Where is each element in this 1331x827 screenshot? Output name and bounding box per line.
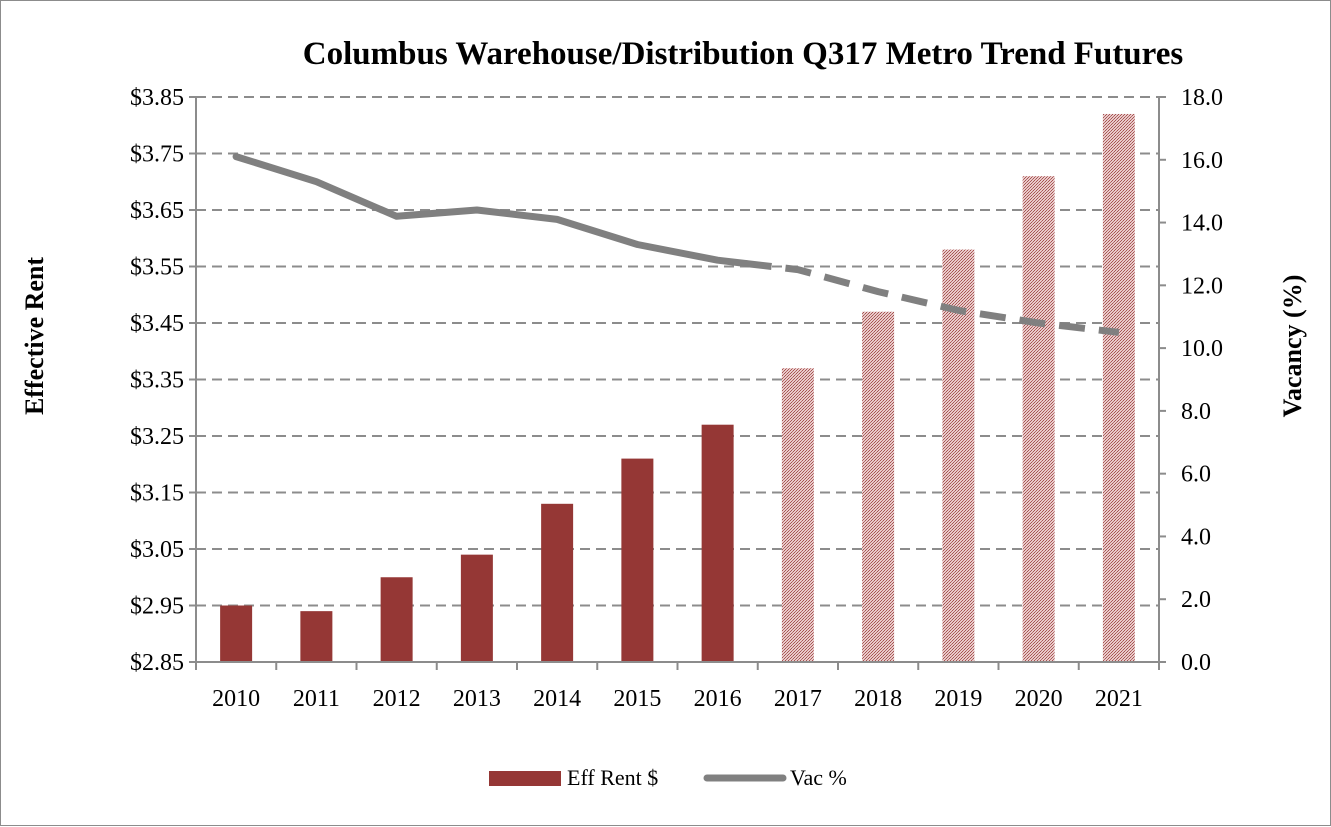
right-axis-tick-label: 12.0 <box>1181 273 1223 299</box>
x-axis-tick-labels: 2010 2011 2012 2013 2014 2015 2016 2017 2018 2019… <box>212 686 1143 712</box>
right-axis-tick-label: 8.0 <box>1181 399 1211 425</box>
legend-label-vac: Vac % <box>790 765 847 790</box>
right-axis-tick-label: 14.0 <box>1181 211 1223 237</box>
left-axis-tick-label: $2.95 <box>130 594 184 620</box>
right-axis-tick-label: 16.0 <box>1181 148 1223 174</box>
left-axis-tick-label: $3.55 <box>130 255 184 281</box>
right-axis-tick-label: 18.0 <box>1181 85 1223 111</box>
left-axis-tick-labels: $2.85 $2.95 $3.05 $3.15 $3.25 $3.35 $3.45 $3.55… <box>130 85 184 676</box>
bar-eff-rent <box>862 311 895 662</box>
bar-eff-rent <box>621 458 654 662</box>
bar-eff-rent <box>942 249 975 663</box>
bar-eff-rent <box>701 424 734 662</box>
x-axis-tick-label: 2012 <box>373 686 421 712</box>
right-axis-tick-labels: 0.0 2.0 4.0 6.0 8.0 10.0 12.0 14.0 16.0 18.0 <box>1181 85 1223 676</box>
x-axis-tick-label: 2017 <box>774 686 822 712</box>
left-axis-tick-label: $3.85 <box>130 85 184 111</box>
axes <box>189 96 1166 670</box>
x-axis-tick-label: 2019 <box>934 686 982 712</box>
x-axis-tick-label: 2018 <box>854 686 902 712</box>
right-axis-title: Vacancy (%) <box>1278 275 1307 418</box>
line-vacancy <box>232 153 1120 336</box>
gridlines <box>196 96 1159 607</box>
bar-eff-rent <box>380 577 413 662</box>
left-axis-tick-label: $3.25 <box>130 424 184 450</box>
bar-eff-rent <box>1022 176 1055 662</box>
right-axis-tick-label: 4.0 <box>1181 524 1211 550</box>
left-axis-tick-label: $3.15 <box>130 481 184 507</box>
bar-eff-rent <box>781 368 814 662</box>
bar-eff-rent <box>1102 113 1135 662</box>
legend-swatch-eff-rent <box>489 771 561 786</box>
left-axis-tick-label: $2.85 <box>130 650 184 676</box>
bar-eff-rent <box>300 611 333 662</box>
right-axis-tick-label: 10.0 <box>1181 336 1223 362</box>
chart-title: Columbus Warehouse/Distribution Q317 Met… <box>303 36 1184 72</box>
left-axis-tick-label: $3.65 <box>130 198 184 224</box>
right-axis-tick-label: 2.0 <box>1181 587 1211 613</box>
left-axis-tick-label: $3.75 <box>130 142 184 168</box>
line-vac-forecast <box>745 260 1120 336</box>
right-axis-tick-label: 6.0 <box>1181 462 1211 488</box>
legend: Eff Rent $ Vac % <box>489 765 847 790</box>
right-axis-tick-label: 0.0 <box>1181 650 1211 676</box>
bars-eff-rent <box>220 113 1135 663</box>
bar-eff-rent <box>541 503 574 662</box>
left-axis-title: Effective Rent <box>20 257 49 415</box>
x-axis-tick-label: 2014 <box>533 686 581 712</box>
x-axis-tick-label: 2020 <box>1015 686 1063 712</box>
left-axis-tick-label: $3.45 <box>130 311 184 337</box>
bar-eff-rent <box>220 605 253 662</box>
bar-eff-rent <box>460 554 493 662</box>
legend-label-eff-rent: Eff Rent $ <box>567 765 658 790</box>
line-vac-actual <box>232 153 750 267</box>
left-axis-tick-label: $3.35 <box>130 368 184 394</box>
left-axis-tick-label: $3.05 <box>130 537 184 563</box>
x-axis-tick-label: 2016 <box>694 686 742 712</box>
x-axis-tick-label: 2013 <box>453 686 501 712</box>
x-axis-tick-label: 2021 <box>1095 686 1143 712</box>
x-axis-tick-label: 2015 <box>613 686 661 712</box>
x-axis-tick-label: 2011 <box>293 686 340 712</box>
x-axis-tick-label: 2010 <box>212 686 260 712</box>
